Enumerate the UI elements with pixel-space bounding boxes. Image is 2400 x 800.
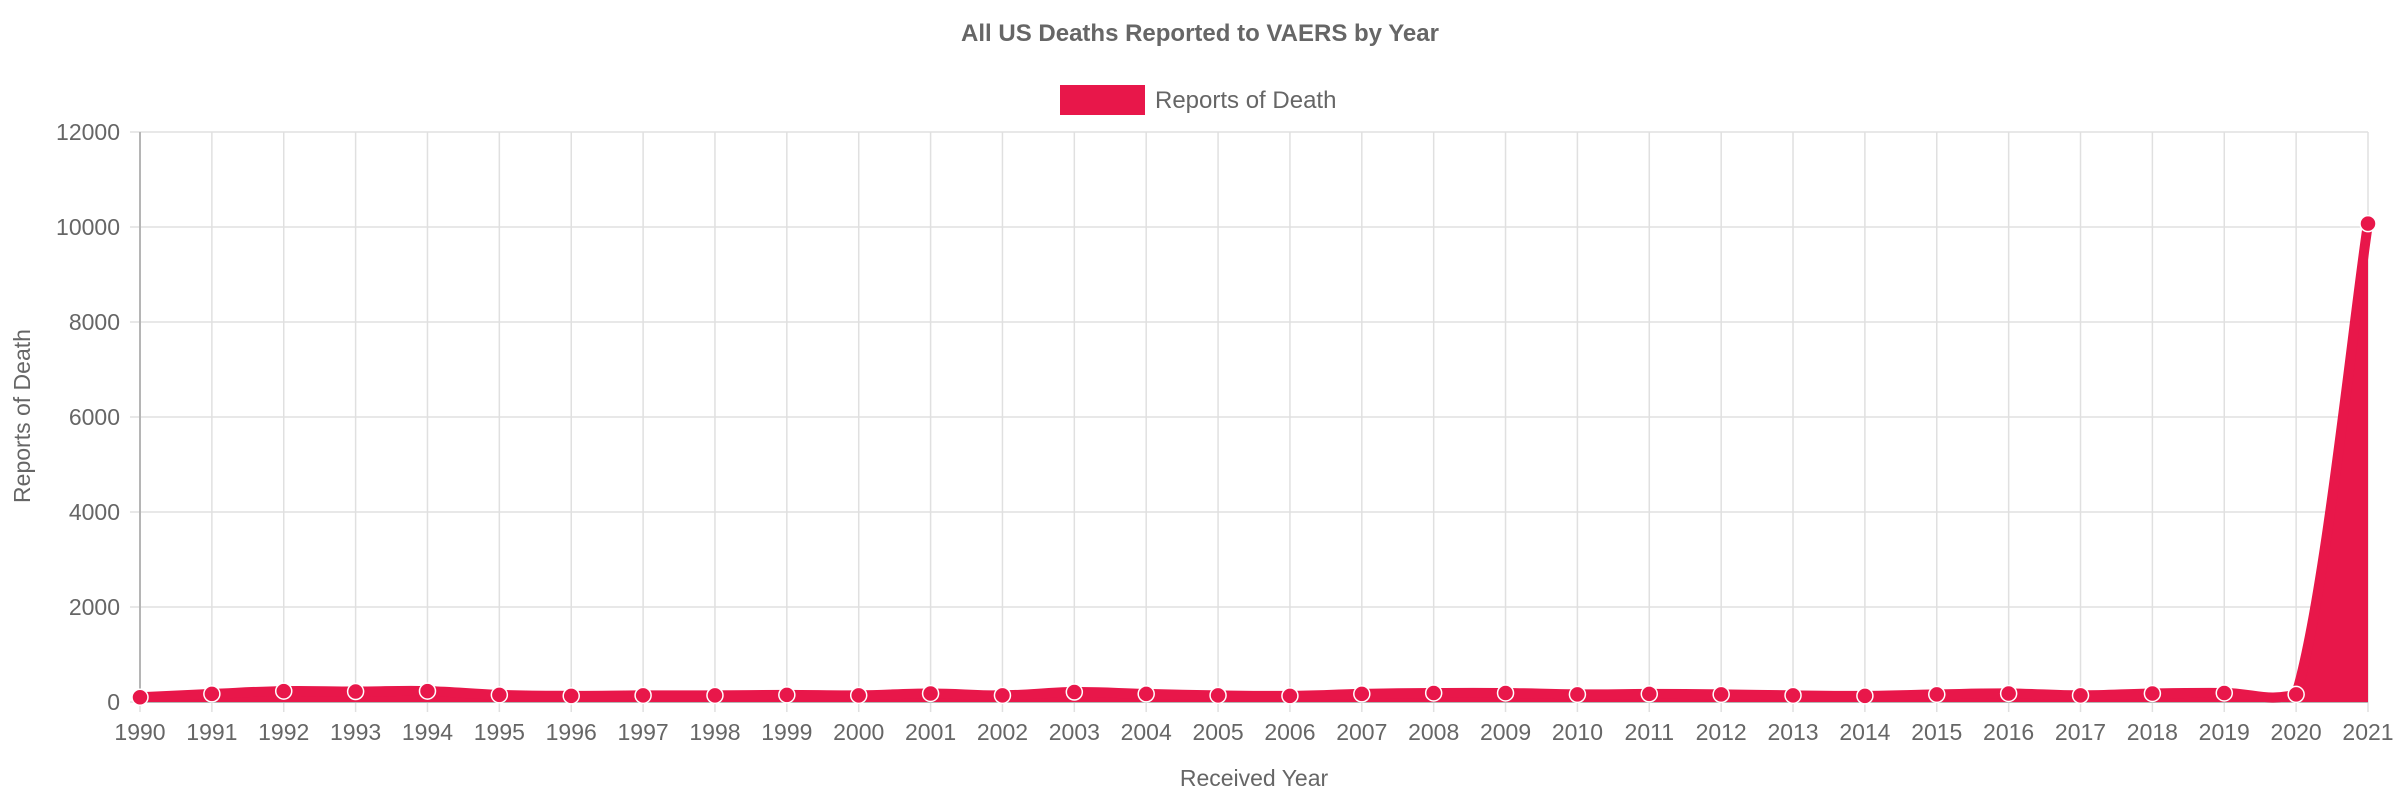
x-tick-label: 2004 (1121, 719, 1172, 745)
data-point-2008 (1424, 684, 1443, 702)
data-point-1992 (274, 682, 293, 700)
data-point-2003 (1065, 683, 1084, 701)
data-point-2012 (1712, 685, 1730, 704)
data-point-2016 (1999, 684, 2018, 703)
data-point-1999 (778, 686, 796, 704)
legend-label: Reports of Death (1155, 87, 1336, 114)
x-tick-label: 2008 (1408, 719, 1459, 745)
series-layer (131, 214, 2377, 706)
series-area (140, 223, 2368, 703)
x-tick-label: 2009 (1480, 719, 1531, 745)
x-tick-label: 2017 (2055, 719, 2106, 745)
data-point-2013 (1784, 686, 1802, 705)
x-tick-label: 1998 (689, 719, 740, 745)
data-point-2002 (993, 686, 1012, 705)
x-tick-label: 1990 (114, 719, 165, 745)
data-point-2020 (2287, 685, 2305, 704)
y-tick-label: 10000 (56, 214, 120, 240)
data-point-2017 (2071, 686, 2090, 705)
x-tick-label: 2013 (1767, 719, 1818, 745)
data-point-2004 (1137, 685, 1155, 703)
x-tick-label: 1996 (546, 719, 597, 745)
data-point-2015 (1928, 685, 1946, 704)
data-point-2007 (1353, 685, 1371, 703)
y-tick-label: 0 (107, 689, 120, 715)
data-point-1994 (418, 682, 437, 700)
x-tick-label: 2019 (2199, 719, 2250, 745)
data-point-2021 (2359, 214, 2377, 233)
x-tick-label: 1993 (330, 719, 381, 745)
y-tick-label: 2000 (69, 594, 120, 620)
x-tick-label: 2021 (2342, 719, 2393, 745)
x-tick-label: 2020 (2271, 719, 2322, 745)
x-axis-title: Received Year (1180, 765, 1329, 791)
data-point-1991 (203, 685, 221, 703)
data-point-2010 (1568, 685, 1587, 704)
data-point-2011 (1640, 685, 1659, 703)
x-tick-label: 2006 (1264, 719, 1315, 745)
x-tick-label: 2010 (1552, 719, 1603, 745)
data-point-1990 (131, 688, 149, 706)
chart-title: All US Deaths Reported to VAERS by Year (961, 20, 1439, 47)
data-point-2018 (2143, 684, 2162, 703)
data-point-2014 (1856, 687, 1874, 705)
data-point-1998 (706, 686, 724, 705)
x-tick-label: 1999 (761, 719, 812, 745)
x-tick-label: 2003 (1049, 719, 1100, 745)
x-tick-label: 2000 (833, 719, 884, 745)
grid-lines (130, 131, 2369, 712)
x-tick-label: 2007 (1336, 719, 1387, 745)
x-tick-label: 2001 (905, 719, 956, 745)
legend-swatch (1060, 85, 1145, 115)
y-tick-label: 6000 (69, 404, 120, 430)
data-point-1993 (346, 682, 365, 701)
data-point-1996 (562, 687, 580, 705)
data-point-2019 (2215, 684, 2234, 702)
x-tick-label: 1995 (474, 719, 525, 745)
x-axis-ticks: 1990 1991 1992 1993 1994 1995 1996 1997 1998 1999… (114, 719, 2393, 745)
x-tick-label: 2012 (1696, 719, 1747, 745)
series-line (135, 218, 2373, 703)
data-point-2000 (849, 686, 868, 705)
data-point-1995 (490, 686, 509, 704)
x-tick-label: 2018 (2127, 719, 2178, 745)
x-tick-label: 1992 (258, 719, 309, 745)
x-tick-label: 2016 (1983, 719, 2034, 745)
x-tick-label: 1997 (618, 719, 669, 745)
x-tick-label: 2014 (1839, 719, 1890, 745)
legend[interactable]: Reports of Death (1060, 85, 1336, 115)
y-axis-title: Reports of Death (9, 329, 35, 503)
x-tick-label: 2015 (1911, 719, 1962, 745)
x-tick-label: 2011 (1625, 719, 1674, 745)
data-point-2005 (1209, 686, 1227, 705)
x-tick-label: 1991 (186, 719, 237, 745)
data-point-1997 (634, 686, 652, 705)
y-tick-label: 4000 (69, 499, 120, 525)
x-tick-label: 2002 (977, 719, 1028, 745)
y-tick-label: 8000 (69, 309, 120, 335)
y-axis-ticks: 0 2000 4000 6000 8000 10000 12000 (56, 119, 120, 715)
y-tick-label: 12000 (56, 119, 120, 145)
x-tick-label: 1994 (402, 719, 453, 745)
data-point-2009 (1496, 684, 1515, 702)
data-point-2001 (921, 684, 940, 703)
data-point-2006 (1281, 687, 1299, 705)
x-tick-label: 2005 (1192, 719, 1243, 745)
